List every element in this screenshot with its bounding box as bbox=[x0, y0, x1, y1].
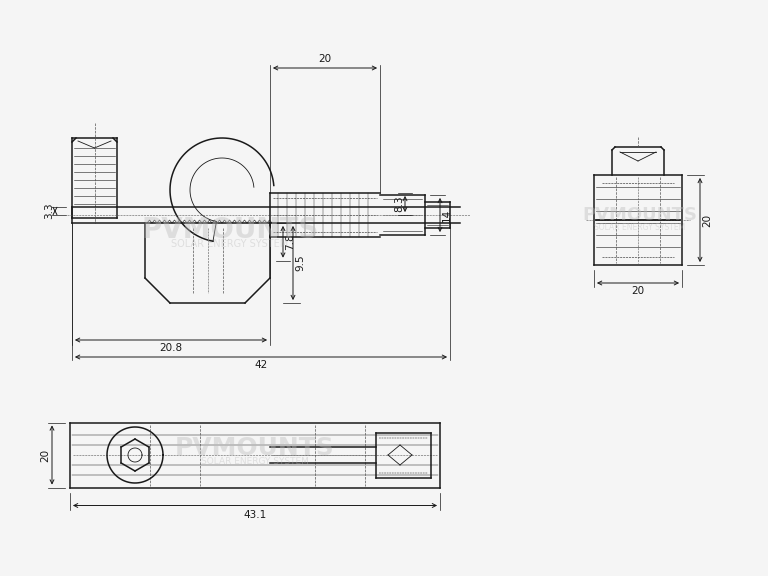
Text: 9.5: 9.5 bbox=[295, 255, 305, 271]
Text: 20: 20 bbox=[631, 286, 644, 296]
Text: SOLAR ENERGY SYSTEM: SOLAR ENERGY SYSTEM bbox=[201, 457, 309, 467]
Text: 42: 42 bbox=[254, 360, 267, 370]
Text: PVMOUNTS: PVMOUNTS bbox=[582, 206, 697, 224]
Text: 8.3: 8.3 bbox=[394, 196, 404, 213]
Text: SOLAR ENERGY SYSTEM: SOLAR ENERGY SYSTEM bbox=[594, 222, 686, 232]
Text: PVMOUNTS: PVMOUNTS bbox=[175, 436, 335, 460]
Text: 3.3: 3.3 bbox=[44, 203, 54, 219]
Text: 14: 14 bbox=[442, 209, 452, 222]
Text: 43.1: 43.1 bbox=[243, 510, 266, 520]
Text: 20: 20 bbox=[319, 54, 332, 64]
Text: SOLAR ENERGY SYSTEM: SOLAR ENERGY SYSTEM bbox=[171, 239, 289, 249]
Text: 20.8: 20.8 bbox=[160, 343, 183, 353]
Text: PVMOUNTS: PVMOUNTS bbox=[141, 216, 319, 244]
Text: 20: 20 bbox=[702, 214, 712, 226]
Text: 7.8: 7.8 bbox=[285, 233, 295, 250]
Text: 20: 20 bbox=[40, 449, 50, 461]
